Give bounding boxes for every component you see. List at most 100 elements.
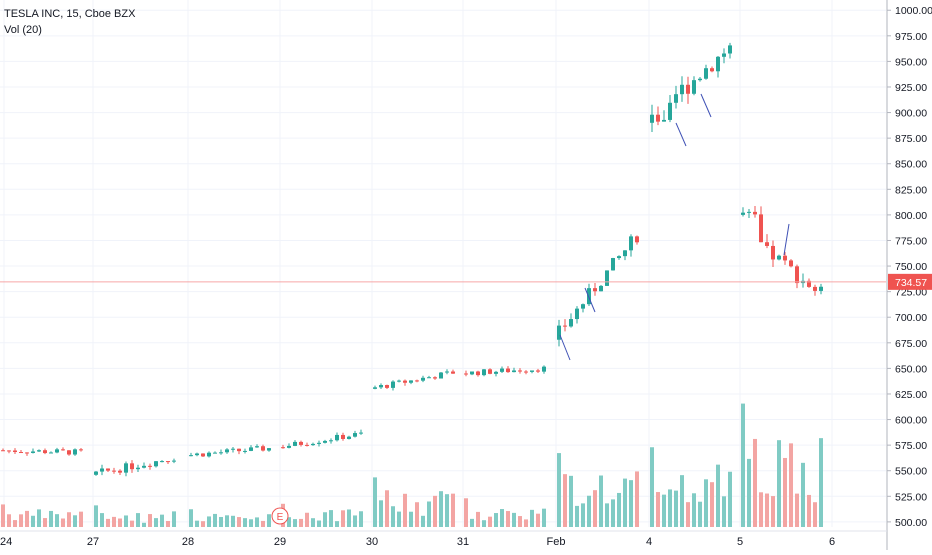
volume-bar[interactable] bbox=[581, 503, 585, 527]
volume-bar[interactable] bbox=[445, 494, 449, 527]
candle-body[interactable] bbox=[43, 450, 47, 454]
candle-body[interactable] bbox=[323, 440, 327, 443]
volume-bar[interactable] bbox=[542, 508, 546, 527]
volume-bar[interactable] bbox=[130, 520, 134, 527]
volume-bar[interactable] bbox=[605, 503, 609, 527]
candle-body[interactable] bbox=[299, 441, 303, 445]
volume-bar[interactable] bbox=[710, 482, 714, 527]
candle-body[interactable] bbox=[172, 460, 176, 462]
candle-body[interactable] bbox=[795, 266, 799, 284]
volume-bar[interactable] bbox=[37, 509, 41, 527]
candle-body[interactable] bbox=[94, 471, 98, 475]
volume-bar[interactable] bbox=[587, 495, 591, 527]
volume-bar[interactable] bbox=[704, 479, 708, 527]
volume-bar[interactable] bbox=[506, 511, 510, 527]
candle-body[interactable] bbox=[19, 452, 23, 454]
volume-bar[interactable] bbox=[500, 509, 504, 527]
volume-bar[interactable] bbox=[311, 518, 315, 527]
candle-body[interactable] bbox=[789, 260, 793, 267]
volume-bar[interactable] bbox=[668, 489, 672, 527]
volume-bar[interactable] bbox=[73, 515, 77, 527]
candle-body[interactable] bbox=[500, 368, 504, 372]
candle-body[interactable] bbox=[112, 470, 116, 472]
candle-body[interactable] bbox=[317, 442, 321, 444]
volume-bar[interactable] bbox=[391, 506, 395, 527]
candle-body[interactable] bbox=[67, 450, 71, 455]
candle-body[interactable] bbox=[445, 371, 449, 373]
volume-bar[interactable] bbox=[255, 517, 259, 527]
volume-bar[interactable] bbox=[189, 509, 193, 527]
volume-bar[interactable] bbox=[765, 493, 769, 527]
volume-bar[interactable] bbox=[341, 510, 345, 527]
volume-bar[interactable] bbox=[323, 512, 327, 527]
volume-bar[interactable] bbox=[154, 518, 158, 527]
candle-body[interactable] bbox=[154, 461, 158, 467]
volume-bar[interactable] bbox=[819, 438, 823, 527]
volume-bar[interactable] bbox=[359, 511, 363, 527]
candle-body[interactable] bbox=[563, 325, 567, 327]
candle-body[interactable] bbox=[575, 308, 579, 320]
candle-body[interactable] bbox=[542, 366, 546, 372]
candle-body[interactable] bbox=[488, 369, 492, 374]
candle-body[interactable] bbox=[207, 452, 211, 457]
volume-bar[interactable] bbox=[94, 505, 98, 527]
volume-bar[interactable] bbox=[201, 521, 205, 527]
candle-body[interactable] bbox=[160, 461, 164, 463]
volume-bar[interactable] bbox=[623, 478, 627, 527]
volume-bar[interactable] bbox=[100, 513, 104, 527]
candle-body[interactable] bbox=[391, 381, 395, 388]
candle-body[interactable] bbox=[482, 369, 486, 376]
candle-body[interactable] bbox=[433, 377, 437, 379]
volume-bar[interactable] bbox=[674, 490, 678, 527]
volume-bar[interactable] bbox=[231, 515, 235, 527]
volume-bar[interactable] bbox=[617, 492, 621, 527]
candle-body[interactable] bbox=[710, 68, 714, 72]
volume-bar[interactable] bbox=[148, 514, 152, 527]
volume-bar[interactable] bbox=[783, 457, 787, 527]
candle-body[interactable] bbox=[506, 368, 510, 373]
candle-body[interactable] bbox=[470, 371, 474, 375]
volume-bar[interactable] bbox=[305, 512, 309, 527]
candle-body[interactable] bbox=[118, 470, 122, 473]
volume-bar[interactable] bbox=[569, 475, 573, 527]
candle-body[interactable] bbox=[347, 436, 351, 439]
volume-bar[interactable] bbox=[433, 495, 437, 527]
volume-bar[interactable] bbox=[593, 490, 597, 527]
candle-body[interactable] bbox=[698, 78, 702, 81]
candle-body[interactable] bbox=[593, 288, 597, 292]
candle-body[interactable] bbox=[722, 53, 726, 57]
candle-body[interactable] bbox=[686, 84, 690, 94]
volume-bar[interactable] bbox=[451, 493, 455, 527]
volume-bar[interactable] bbox=[243, 518, 247, 527]
volume-bar[interactable] bbox=[347, 509, 351, 527]
volume-bar[interactable] bbox=[335, 521, 339, 527]
candle-body[interactable] bbox=[353, 433, 357, 437]
volume-bar[interactable] bbox=[771, 496, 775, 527]
volume-bar[interactable] bbox=[13, 520, 17, 527]
volume-bar[interactable] bbox=[488, 516, 492, 527]
candle-body[interactable] bbox=[777, 255, 781, 260]
volume-bar[interactable] bbox=[1, 504, 5, 527]
volume-bar[interactable] bbox=[698, 501, 702, 527]
candle-body[interactable] bbox=[385, 385, 389, 388]
candle-body[interactable] bbox=[267, 448, 271, 451]
volume-bar[interactable] bbox=[686, 502, 690, 527]
volume-bar[interactable] bbox=[439, 491, 443, 527]
volume-bar[interactable] bbox=[656, 492, 660, 527]
volume-bar[interactable] bbox=[524, 519, 528, 527]
volume-bar[interactable] bbox=[795, 493, 799, 527]
candle-body[interactable] bbox=[605, 270, 609, 286]
candle-body[interactable] bbox=[668, 102, 672, 120]
volume-bar[interactable] bbox=[136, 513, 140, 527]
candle-body[interactable] bbox=[464, 373, 468, 375]
last-price-tag[interactable] bbox=[888, 273, 932, 290]
volume-bar[interactable] bbox=[629, 480, 633, 527]
volume-bar[interactable] bbox=[25, 510, 29, 527]
volume-bar[interactable] bbox=[692, 493, 696, 527]
annotation-arrow[interactable] bbox=[675, 122, 687, 147]
candle-body[interactable] bbox=[73, 449, 77, 455]
candle-body[interactable] bbox=[231, 448, 235, 450]
volume-bar[interactable] bbox=[249, 519, 253, 527]
volume-bar[interactable] bbox=[635, 471, 639, 527]
candle-body[interactable] bbox=[106, 468, 110, 471]
